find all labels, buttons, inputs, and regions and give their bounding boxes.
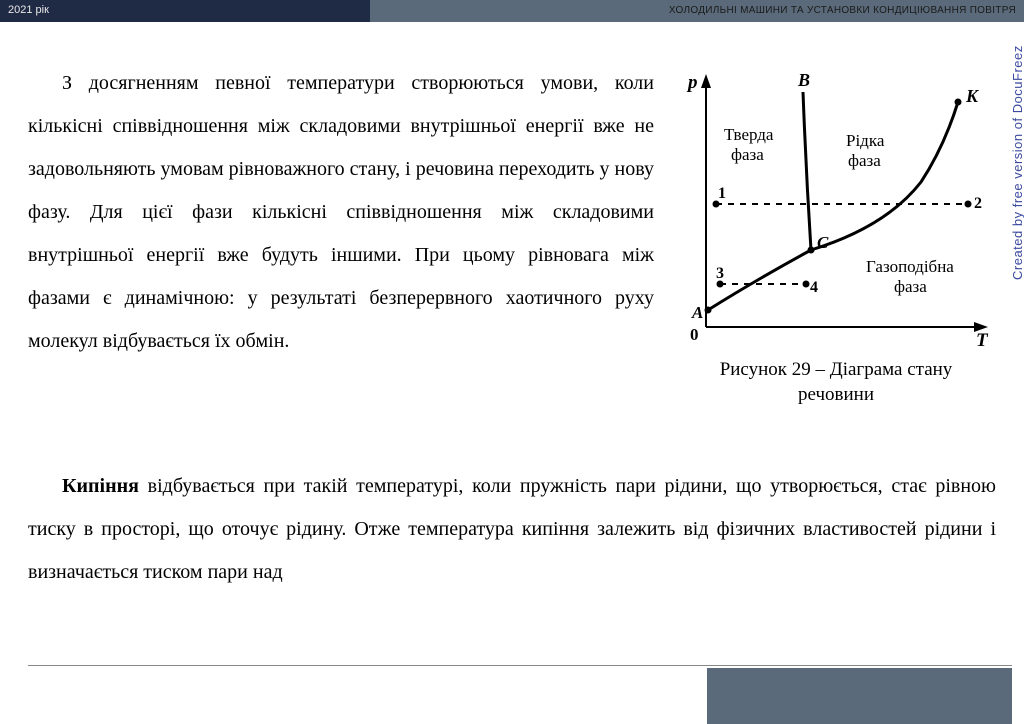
axis-x-label: T <box>976 330 989 351</box>
paragraph-2-bold: Кипіння <box>62 475 139 497</box>
point-4: 4 <box>810 279 818 296</box>
paragraph-2: Кипіння відбувається при такій температу… <box>0 407 1024 594</box>
point-3: 3 <box>716 265 724 282</box>
caption-line-2: речовини <box>798 384 874 405</box>
header-title: ХОЛОДИЛЬНІ МАШИНИ ТА УСТАНОВКИ КОНДИЦІЮВ… <box>370 0 1024 22</box>
region-solid-2: фаза <box>731 145 764 164</box>
axis-y-label: p <box>686 72 698 93</box>
region-solid-1: Тверда <box>724 125 774 144</box>
caption-line-1: Рисунок 29 – Діаграма стану <box>720 359 953 380</box>
header-year: 2021 рік <box>0 0 370 22</box>
page-header: 2021 рік ХОЛОДИЛЬНІ МАШИНИ ТА УСТАНОВКИ … <box>0 0 1024 22</box>
phase-diagram: 0 p T A C B K 1 <box>676 62 996 352</box>
region-liquid-2: фаза <box>848 151 881 170</box>
point-2: 2 <box>974 195 982 212</box>
figure-caption: Рисунок 29 – Діаграма стану речовини <box>720 358 953 407</box>
paragraph-1: З досягненням певної температури створюю… <box>28 62 654 407</box>
footer-rule <box>28 665 1012 666</box>
point-C: C <box>817 233 829 252</box>
region-liquid-1: Рідка <box>846 131 885 150</box>
footer-block <box>707 668 1012 724</box>
content-row: З досягненням певної температури створюю… <box>0 22 1024 407</box>
point-A: A <box>691 303 703 322</box>
paragraph-1-text: З досягненням певної температури створюю… <box>28 62 654 363</box>
region-gas-1: Газоподібна <box>866 257 954 276</box>
paragraph-2-rest: відбувається при такій температурі, коли… <box>28 475 996 583</box>
watermark-text: Created by free version of DocuFreez <box>1010 0 1024 280</box>
region-gas-2: фаза <box>894 277 927 296</box>
point-B: B <box>797 70 810 90</box>
point-K: K <box>965 86 980 106</box>
origin-label: 0 <box>690 325 699 344</box>
point-1: 1 <box>718 185 726 202</box>
figure-block: 0 p T A C B K 1 <box>676 62 996 407</box>
